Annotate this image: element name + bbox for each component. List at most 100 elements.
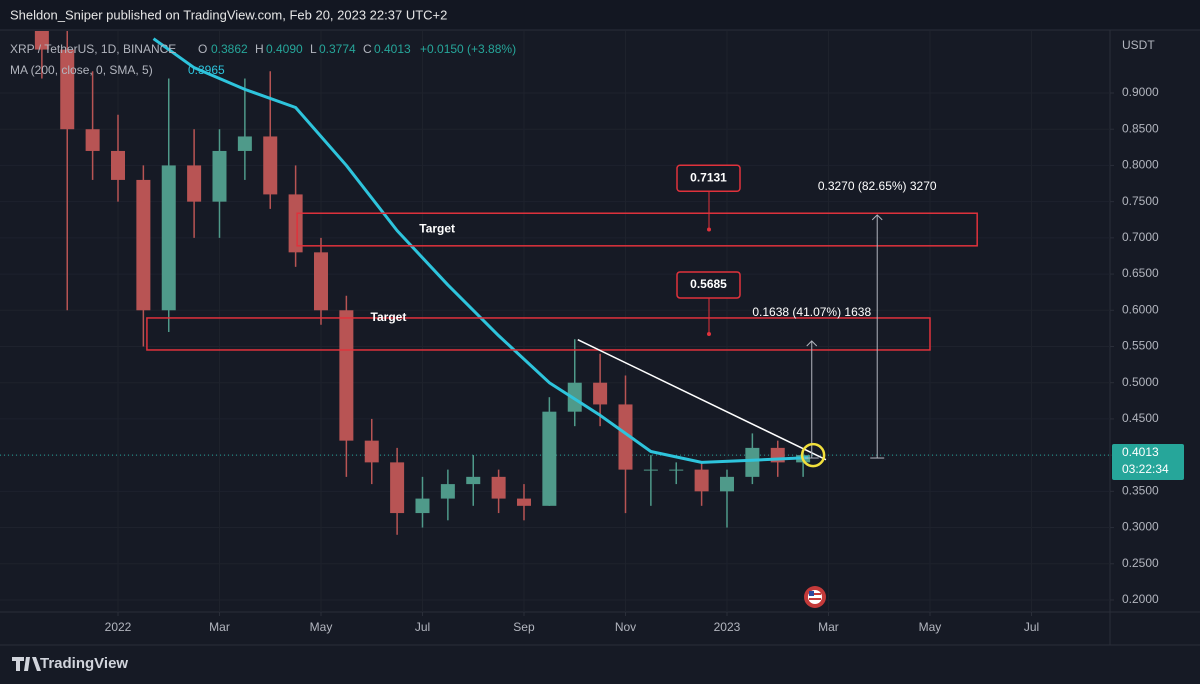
flag-canton (809, 591, 814, 596)
candle-body (364, 440, 379, 463)
plot-area: Target 0.7131 Target 0.5685 0.3270 (82.65%) … (34, 31, 978, 535)
y-tick-label: 0.8000 (1122, 158, 1159, 172)
candle-body (212, 150, 227, 202)
legend-c: C (363, 42, 372, 56)
y-tick-label: 0.6000 (1122, 302, 1159, 316)
x-tick-label: Jul (415, 620, 430, 634)
candle-body (237, 136, 252, 151)
brand: TradingView (12, 655, 128, 672)
candle-body (85, 129, 100, 151)
x-tick-label: Sep (513, 620, 535, 634)
x-tick-label: 2023 (714, 620, 741, 634)
candle-body (390, 462, 405, 514)
callout-box (676, 164, 741, 192)
legend: XRP / TetherUS, 1D, BINANCE O 0.3862 H 0… (10, 42, 516, 77)
legend-o: O (198, 42, 207, 56)
x-tick-label: Jul (1024, 620, 1039, 634)
price-tag-box (1112, 444, 1184, 480)
candle-body (263, 136, 278, 195)
candle-body (491, 476, 506, 499)
trend-line (577, 339, 827, 461)
legend-h: H (255, 42, 264, 56)
highlight-circle (800, 442, 826, 468)
legend-h-value: 0.4090 (266, 42, 303, 56)
axes: 0.20000.25000.30000.35000.40000.45000.50… (105, 85, 1159, 634)
y-tick-label: 0.3000 (1122, 520, 1159, 534)
candle-body (339, 310, 354, 441)
y-tick-label: 0.2500 (1122, 556, 1159, 570)
y-tick-label: 0.3500 (1122, 484, 1159, 498)
candle-body (593, 382, 608, 405)
flag-stripe (809, 593, 821, 595)
candle-body (719, 476, 734, 492)
legend-l: L (310, 42, 317, 56)
candle-body (187, 165, 202, 202)
callout-label: 0.7131 (690, 170, 727, 184)
candle-body (567, 382, 582, 412)
candle-body (669, 469, 684, 471)
y-tick-label: 0.5500 (1122, 339, 1159, 353)
flag-stripe (809, 598, 821, 600)
callout-dot (707, 331, 711, 336)
x-tick-label: Mar (209, 620, 230, 634)
target-zone (296, 212, 978, 247)
callout-box (676, 271, 741, 299)
candle-body (745, 447, 760, 477)
candle-body (288, 194, 303, 253)
legend-symbol: XRP / TetherUS, 1D, BINANCE (10, 42, 176, 56)
candle-body (110, 150, 125, 180)
legend-l-value: 0.3774 (319, 42, 356, 56)
candle-body (643, 469, 658, 471)
candle-body (694, 469, 709, 492)
callout-label: 0.5685 (690, 277, 727, 291)
x-tick-label: Mar (818, 620, 839, 634)
x-tick-label: May (310, 620, 333, 634)
legend-c-value: 0.4013 (374, 42, 411, 56)
legend-indicator: MA (200, close, 0, SMA, 5) (10, 63, 153, 77)
candle-body (618, 404, 633, 470)
y-tick-label: 0.8500 (1122, 121, 1159, 135)
candle-body (161, 165, 176, 311)
candle-body (415, 498, 430, 514)
y-tick-label: 0.5000 (1122, 375, 1159, 389)
y-tick-label: 0.7000 (1122, 230, 1159, 244)
x-tick-label: Nov (615, 620, 636, 634)
legend-o-value: 0.3862 (211, 42, 248, 56)
legend-change: +0.0150 (+3.88%) (420, 42, 516, 56)
candle-body (542, 411, 557, 506)
measure-arrow (806, 340, 818, 347)
candle-body (60, 49, 75, 130)
measure-label: 0.3270 (82.65%) 3270 (818, 179, 937, 193)
x-tick-label: 2022 (105, 620, 132, 634)
brand-logo (12, 657, 41, 671)
price-tag: 0.4013 03:22:34 (1112, 444, 1184, 480)
candle-body (516, 498, 531, 506)
price-tag-countdown: 03:22:34 (1122, 462, 1169, 476)
measure-arrow (871, 214, 883, 221)
moving-average-line (152, 37, 809, 464)
header-bar (0, 0, 1200, 30)
header-title: Sheldon_Sniper published on TradingView.… (10, 7, 447, 22)
y-tick-label: 0.6500 (1122, 266, 1159, 280)
measure-label: 0.1638 (41.07%) 1638 (752, 305, 871, 319)
event-flag (804, 586, 826, 608)
legend-indicator-value: 0.3965 (188, 63, 225, 77)
x-tick-label: May (919, 620, 942, 634)
currency-label: USDT (1122, 38, 1155, 52)
candle-body (466, 476, 481, 485)
candle-body (136, 179, 151, 311)
brand-name: TradingView (40, 655, 128, 672)
zone-label: Target (419, 222, 455, 236)
candle-body (34, 31, 49, 50)
callout-dot (707, 227, 711, 232)
candle-body (313, 252, 328, 311)
price-tag-price: 0.4013 (1122, 445, 1159, 459)
target-zone (146, 317, 931, 351)
zone-label: Target (371, 310, 407, 324)
grid (0, 31, 1110, 612)
y-tick-label: 0.7500 (1122, 194, 1159, 208)
candle-body (440, 484, 455, 499)
y-tick-label: 0.9000 (1122, 85, 1159, 99)
